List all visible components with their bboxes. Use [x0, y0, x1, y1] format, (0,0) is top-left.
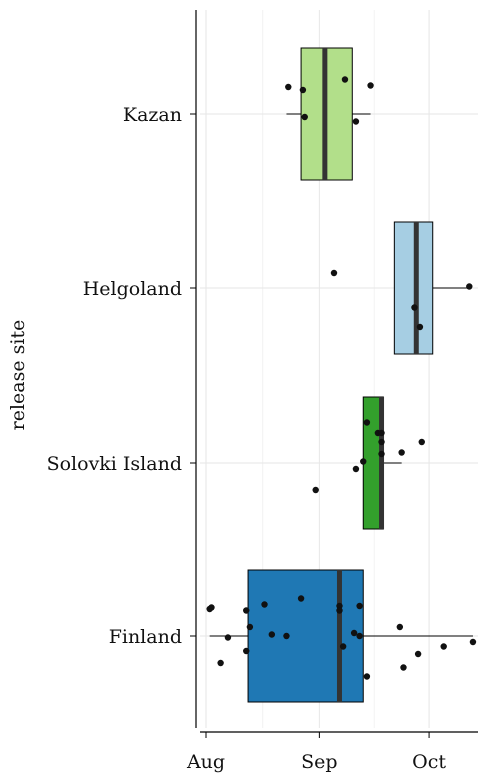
point-finland [396, 623, 404, 631]
y-tick-label-finland: Finland [109, 626, 182, 648]
point-solovki-island [363, 419, 371, 426]
x-tick-label-aug: Aug [186, 751, 225, 773]
point-finland [224, 634, 232, 641]
point-finland [356, 632, 363, 640]
point-finland [208, 604, 215, 611]
axes: Kazan Helgoland Solovki Island Finland Aug Se… [47, 10, 478, 773]
y-axis-title: release site [7, 320, 29, 431]
point-solovki-island [378, 450, 385, 458]
point-solovki-island [378, 438, 385, 446]
point-kazan [367, 82, 374, 89]
point-finland [261, 601, 268, 608]
point-finland [283, 632, 290, 640]
point-finland [217, 659, 224, 667]
y-tick-label-helgoland: Helgoland [83, 278, 182, 300]
point-finland [356, 602, 363, 610]
point-helgoland [411, 304, 418, 311]
y-tick-label-solovki-island: Solovki Island [47, 453, 182, 475]
point-solovki-island [378, 429, 385, 437]
data-points [206, 76, 477, 680]
point-finland [336, 607, 343, 614]
point-kazan [341, 76, 349, 83]
point-finland [336, 602, 343, 610]
box-finland [247, 569, 364, 703]
point-finland [440, 643, 447, 650]
point-finland [297, 595, 305, 602]
point-finland [350, 629, 358, 637]
point-solovki-island [312, 486, 319, 494]
point-helgoland [416, 323, 424, 331]
point-kazan [285, 83, 292, 91]
point-finland [243, 607, 250, 614]
point-helgoland [330, 269, 338, 277]
point-finland [339, 643, 347, 650]
point-solovki-island [418, 438, 425, 446]
box-helgoland [393, 221, 434, 355]
x-tick-label-oct: Oct [412, 751, 446, 773]
x-tick-label-sep: Sep [301, 751, 337, 773]
point-finland [414, 650, 422, 658]
point-helgoland [466, 283, 473, 290]
y-tick-label-kazan: Kazan [123, 104, 182, 126]
point-kazan [299, 86, 307, 94]
point-finland [246, 623, 254, 631]
point-finland [469, 638, 477, 646]
point-finland [400, 664, 407, 671]
point-finland [363, 673, 371, 680]
point-finland [243, 647, 250, 655]
point-solovki-island [398, 449, 405, 456]
point-kazan [301, 113, 308, 121]
point-kazan [352, 118, 360, 125]
point-solovki-island [352, 465, 360, 473]
point-finland [268, 631, 276, 638]
point-solovki-island [360, 458, 367, 465]
